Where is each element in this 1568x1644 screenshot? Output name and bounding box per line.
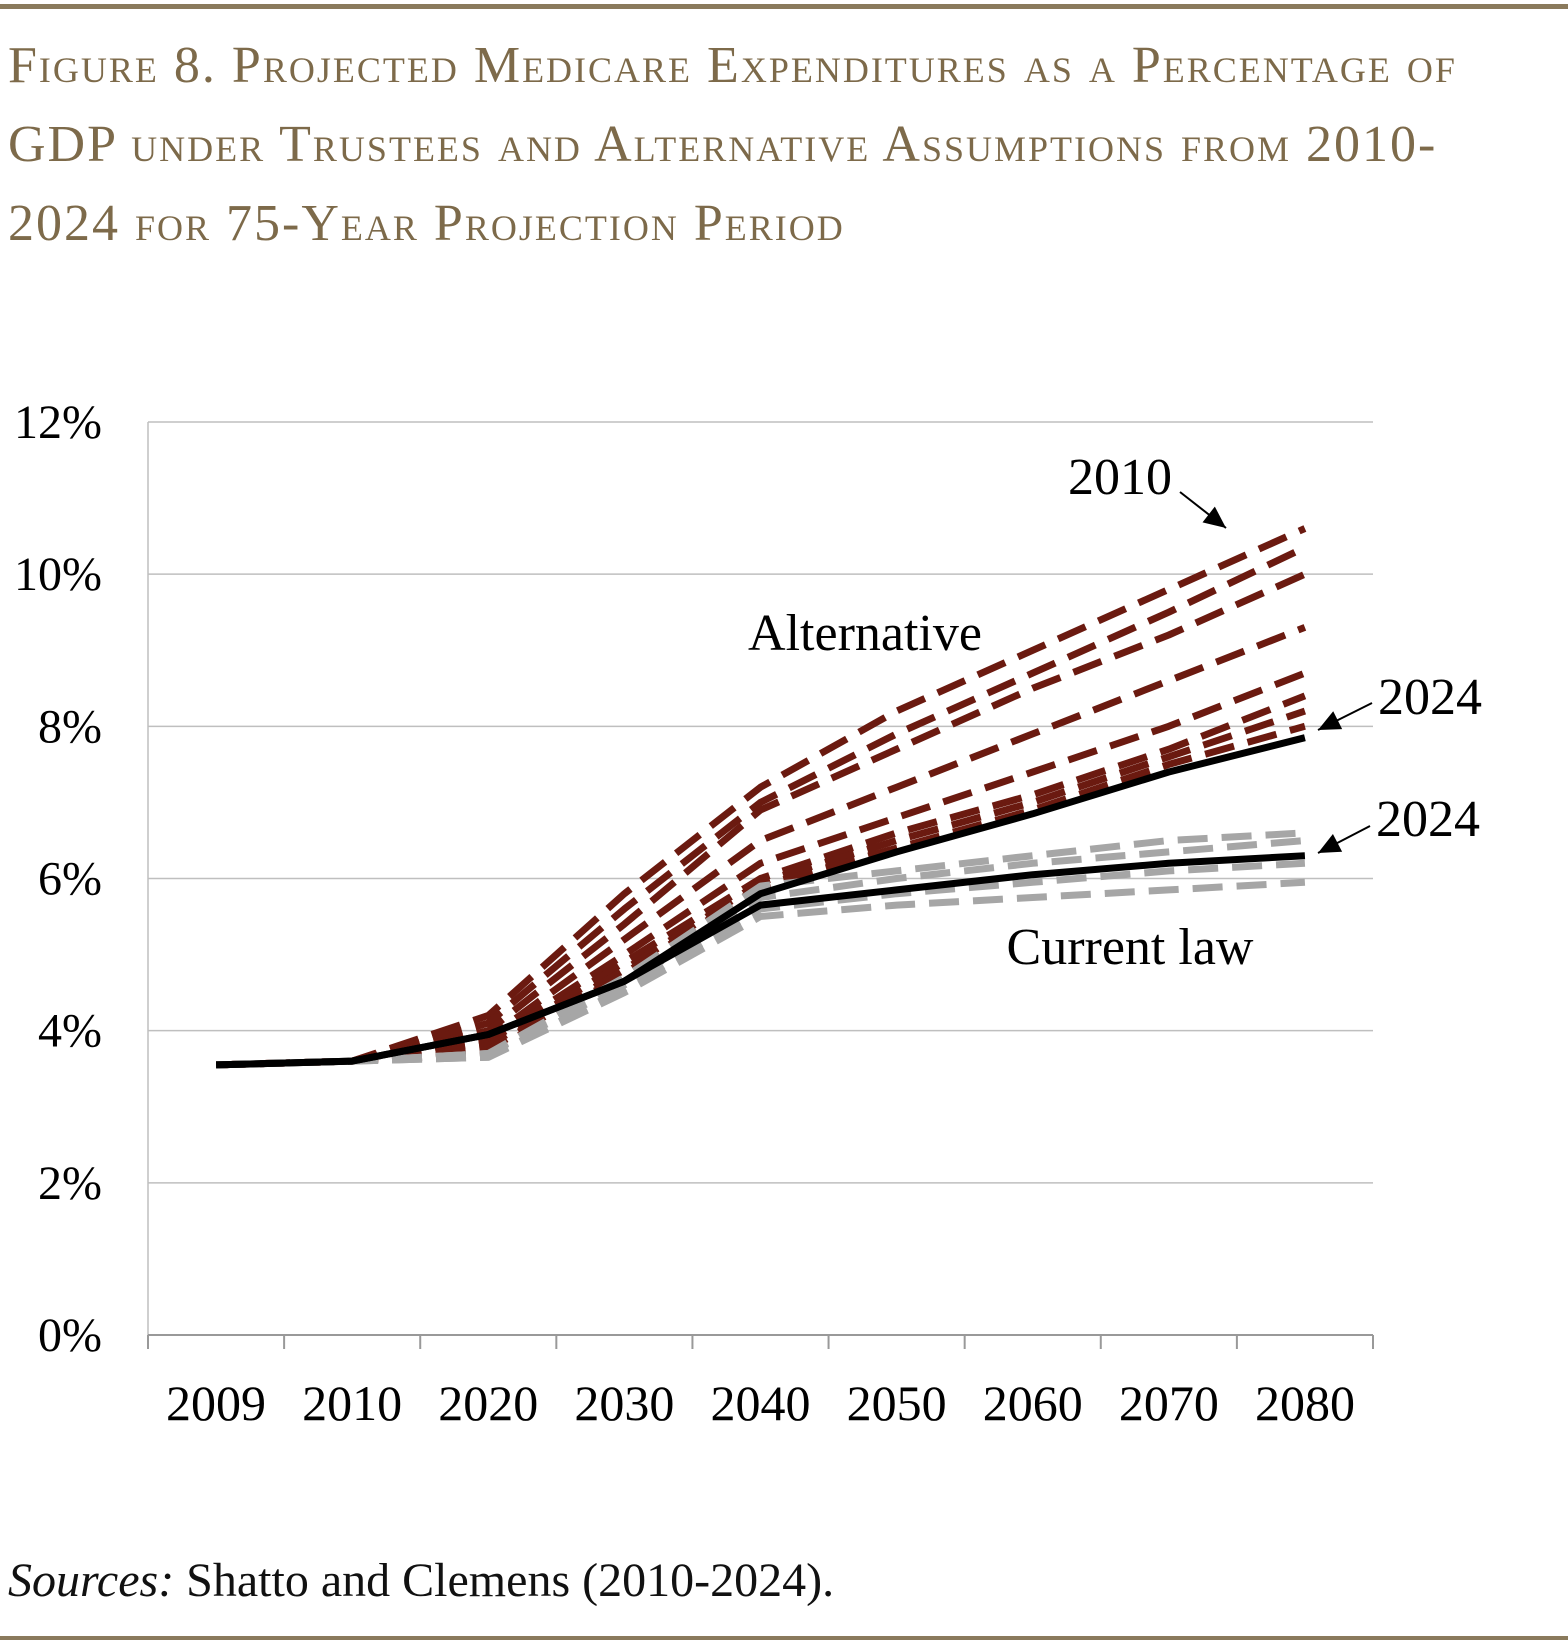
- dashed-line: [216, 878, 1306, 1069]
- annotation: Alternative: [748, 605, 982, 662]
- y-tick-label: 0%: [38, 1309, 102, 1362]
- y-tick-label: 6%: [38, 853, 102, 906]
- top-rule: [0, 4, 1568, 9]
- chart-title: Figure 8. Projected Medicare Expenditure…: [8, 37, 1457, 252]
- y-tick-label: 8%: [38, 700, 102, 753]
- arrow-head: [1202, 506, 1226, 528]
- x-tick-label: 2020: [438, 1375, 538, 1431]
- x-tick-label: 2050: [847, 1375, 947, 1431]
- x-tick-label: 2030: [574, 1375, 674, 1431]
- bottom-rule: [0, 1636, 1568, 1640]
- source-label: Sources:: [8, 1554, 175, 1607]
- x-tick-label: 2040: [711, 1375, 811, 1431]
- annotation: 2010: [1068, 449, 1172, 506]
- y-tick-label: 2%: [38, 1157, 102, 1210]
- annotation: 2024: [1378, 669, 1482, 726]
- y-tick-label: 4%: [38, 1005, 102, 1058]
- y-tick-label: 12%: [14, 396, 102, 449]
- y-tick-label: 10%: [14, 548, 102, 601]
- annotation: 2024: [1376, 791, 1480, 848]
- x-tick-label: 2060: [983, 1375, 1083, 1431]
- x-tick-label: 2080: [1255, 1375, 1355, 1431]
- arrow-head: [1318, 711, 1343, 730]
- arrow-head: [1318, 833, 1343, 853]
- x-tick-label: 2070: [1119, 1375, 1219, 1431]
- x-tick-label: 2010: [302, 1375, 402, 1431]
- source: Sources: Shatto and Clemens (2010-2024).: [8, 1553, 834, 1608]
- source-text: Shatto and Clemens (2010-2024).: [186, 1554, 835, 1607]
- annotation: Current law: [1007, 919, 1254, 976]
- x-tick-label: 2009: [166, 1375, 266, 1431]
- solid-line: [216, 852, 1306, 1069]
